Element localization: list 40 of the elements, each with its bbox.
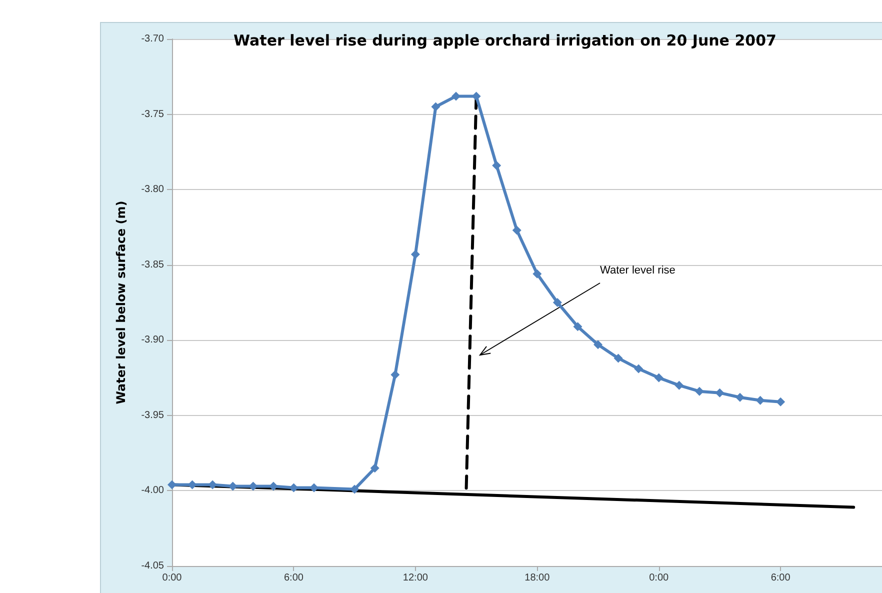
y-tick-label: -3.80 xyxy=(141,184,164,196)
point xyxy=(552,298,562,307)
chart-title: Water level rise during apple orchard irrigation on 20 June 2007 xyxy=(234,32,776,50)
point xyxy=(674,380,684,390)
point xyxy=(431,102,440,112)
point xyxy=(410,250,420,259)
y-tick-label: -3.70 xyxy=(141,34,164,44)
point xyxy=(492,160,502,170)
point xyxy=(310,483,318,492)
x-tick-label: 0:00 xyxy=(649,572,670,584)
x-tick-label: 18:00 xyxy=(524,572,550,584)
point xyxy=(634,364,644,374)
point xyxy=(573,322,582,332)
point xyxy=(532,269,542,278)
point xyxy=(452,92,460,101)
annotation: Water level rise xyxy=(600,264,676,276)
point xyxy=(694,386,704,396)
x-tick-label: 6:00 xyxy=(284,572,304,584)
point xyxy=(756,396,765,405)
y-tick-label: -4.05 xyxy=(141,560,164,572)
point xyxy=(512,226,522,235)
point xyxy=(614,354,623,363)
y-tick-label: -4.00 xyxy=(141,485,164,496)
x-tick-label: 0:00 xyxy=(162,572,182,584)
y-tick-label: -3.95 xyxy=(141,410,164,421)
point xyxy=(390,370,400,380)
y-tick-label: -3.90 xyxy=(141,334,164,346)
point xyxy=(776,397,786,406)
x-tick-label: 12:00 xyxy=(402,572,428,584)
point xyxy=(715,388,724,398)
point xyxy=(594,340,602,350)
y-tick-label: -3.85 xyxy=(141,259,164,270)
x-tick-label: 6:00 xyxy=(770,572,791,584)
point xyxy=(350,484,360,494)
point xyxy=(654,373,664,382)
y-tick-label: -3.75 xyxy=(141,108,164,120)
point xyxy=(736,392,744,402)
point xyxy=(370,464,380,473)
y-axis-title: Water level below surface (m) xyxy=(114,200,128,404)
point xyxy=(168,480,176,490)
